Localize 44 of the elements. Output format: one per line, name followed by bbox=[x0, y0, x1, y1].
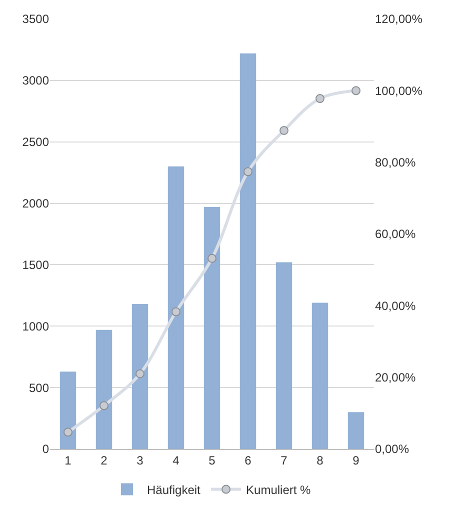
point bbox=[172, 307, 180, 316]
y-tick-label: 1000 bbox=[22, 319, 50, 334]
y-tick-label: 3000 bbox=[22, 74, 50, 88]
bar bbox=[96, 330, 112, 449]
y-tick-label: 2500 bbox=[22, 135, 50, 150]
point bbox=[280, 126, 288, 135]
bar bbox=[168, 166, 184, 449]
x-tick-label: 7 bbox=[280, 453, 288, 468]
x-tick-label: 2 bbox=[100, 453, 108, 468]
x-tick-label: 1 bbox=[64, 453, 72, 468]
bar bbox=[204, 206, 220, 449]
x-tick-label: 9 bbox=[352, 453, 360, 468]
y2-tick-label: 20,00% bbox=[375, 370, 416, 385]
bar bbox=[276, 262, 292, 449]
x-tick-label: 6 bbox=[244, 453, 252, 468]
y-tick-label: 2000 bbox=[22, 196, 50, 210]
point bbox=[136, 369, 144, 378]
point bbox=[352, 86, 360, 96]
bar bbox=[348, 412, 364, 449]
y-tick-label: 1500 bbox=[22, 258, 50, 272]
point bbox=[64, 428, 72, 437]
x-tick-label: 8 bbox=[316, 453, 324, 468]
x-tick-label: 4 bbox=[172, 453, 180, 468]
y2-tick-label: 100,00% bbox=[375, 84, 423, 98]
y-tick-label: 3500 bbox=[22, 12, 50, 26]
bar bbox=[312, 302, 328, 449]
x-tick-label: 3 bbox=[136, 453, 144, 468]
y2-tick-label: 60,00% bbox=[375, 227, 416, 242]
y2-tick-label: 80,00% bbox=[375, 156, 416, 170]
legend-label: Kumuliert % bbox=[246, 482, 312, 497]
point bbox=[100, 401, 108, 410]
x-tick-label: 5 bbox=[208, 453, 216, 468]
y2-tick-label: 0,00% bbox=[375, 442, 410, 456]
y2-tick-label: 120,00% bbox=[375, 12, 423, 26]
legend-label: Häufigkeit bbox=[147, 482, 202, 497]
point bbox=[208, 254, 216, 263]
point bbox=[316, 94, 324, 104]
bar bbox=[240, 53, 256, 449]
y2-tick-label: 40,00% bbox=[375, 298, 416, 313]
bar bbox=[60, 372, 76, 449]
point bbox=[244, 167, 252, 176]
y-tick-label: 0 bbox=[42, 442, 50, 456]
y-tick-label: 500 bbox=[28, 380, 50, 395]
bar bbox=[132, 304, 148, 449]
